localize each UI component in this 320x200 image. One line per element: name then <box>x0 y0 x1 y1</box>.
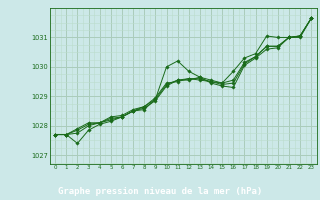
Text: Graphe pression niveau de la mer (hPa): Graphe pression niveau de la mer (hPa) <box>58 186 262 196</box>
